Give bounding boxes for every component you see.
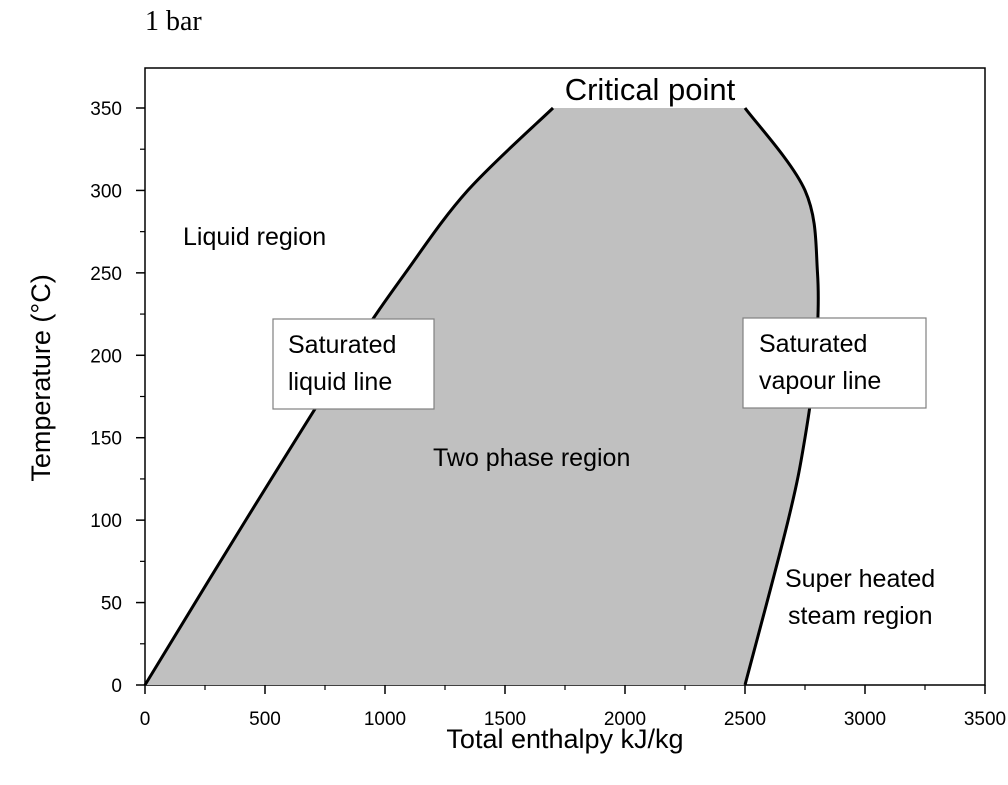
x-axis-title: Total enthalpy kJ/kg — [446, 724, 683, 754]
y-tick-label: 50 — [101, 594, 122, 615]
critical-point-label-bg — [553, 78, 747, 106]
critical-point-label: Critical point — [565, 72, 736, 107]
y-tick-label: 200 — [90, 346, 122, 367]
y-tick-label: 100 — [90, 511, 122, 532]
x-tick-label: 2500 — [724, 709, 766, 730]
x-tick-label: 2000 — [604, 709, 646, 730]
x-tick-label: 1000 — [364, 709, 406, 730]
x-tick-label: 0 — [140, 709, 151, 730]
y-tick-label: 300 — [90, 181, 122, 202]
saturated-liquid-line-label-1: Saturated — [288, 331, 396, 359]
y-tick-label: 150 — [90, 429, 122, 450]
y-axis-ticks: 0 50 100 150 200 250 300 350 — [90, 99, 145, 697]
x-tick-label: 3500 — [964, 709, 1006, 730]
saturated-vapour-line-box — [742, 317, 927, 409]
saturated-liquid-line-box — [272, 318, 435, 410]
two-phase-region-area — [145, 108, 819, 685]
header-text: 1 bar — [145, 6, 202, 37]
liquid-region-label: Liquid region — [183, 223, 326, 251]
saturated-liquid-line-label-2: liquid line — [288, 368, 392, 396]
super-heated-region-label-1: Super heated — [785, 565, 935, 593]
y-tick-label: 350 — [90, 99, 122, 120]
super-heated-region-label-2: steam region — [788, 602, 933, 630]
x-tick-label: 3000 — [844, 709, 886, 730]
y-tick-label: 0 — [111, 676, 122, 697]
x-tick-label: 500 — [249, 709, 281, 730]
saturated-vapour-line-label-2: vapour line — [759, 367, 881, 395]
x-axis-ticks: 0 500 1000 1500 2000 2500 3000 3500 — [140, 685, 1006, 730]
saturated-vapour-line-label-1: Saturated — [759, 330, 867, 358]
two-phase-region-label: Two phase region — [433, 444, 630, 472]
x-tick-label: 1500 — [484, 709, 526, 730]
y-tick-label: 250 — [90, 264, 122, 285]
y-axis-title: Temperature (°C) — [26, 274, 56, 481]
